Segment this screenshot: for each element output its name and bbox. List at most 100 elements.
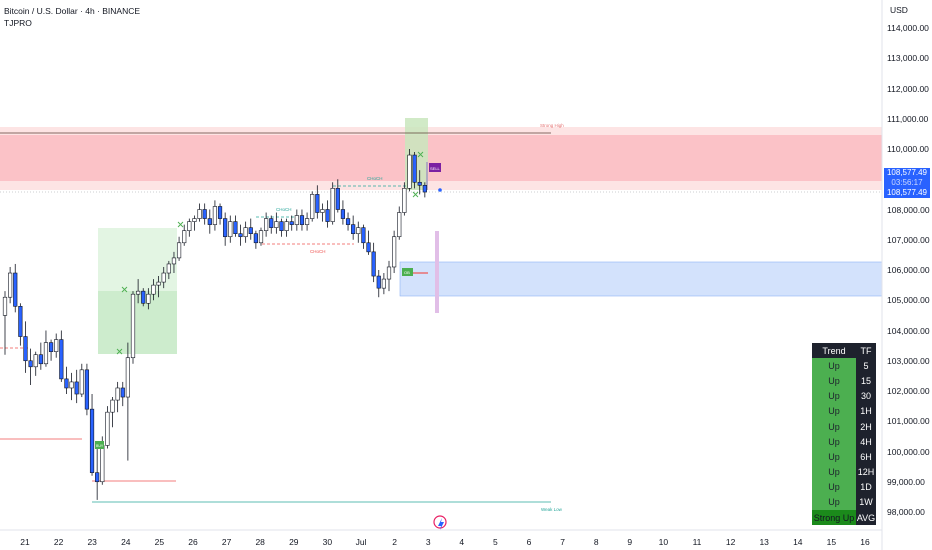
bear-candle [335, 188, 340, 210]
candles-group [2, 149, 427, 500]
trend-value: Up [812, 403, 856, 419]
price-tick: 106,000.00 [887, 265, 930, 275]
currency-label[interactable]: USD [890, 5, 908, 15]
replay-icon[interactable] [433, 515, 447, 530]
bear-candle [248, 227, 253, 234]
time-tick: Jul [355, 537, 367, 547]
bear-candle [13, 272, 18, 307]
bear-candle [279, 221, 284, 231]
price-tick: 111,000.00 [887, 113, 929, 124]
trend-row: Up 1D [812, 479, 876, 495]
bull-candle [407, 154, 412, 189]
ob-tag-label: OB [404, 270, 410, 275]
bull-candle [264, 218, 269, 231]
bull-candle [125, 357, 130, 398]
bull-candle [187, 221, 192, 231]
trend-avg-row: Strong Up AVG [812, 510, 876, 526]
timeframe-label: 2H [856, 418, 876, 435]
price-tick: 114,000.00 [887, 23, 929, 33]
time-tick: 11 [692, 537, 702, 547]
bull-candle [69, 381, 74, 389]
bear-candle [28, 360, 33, 368]
bear-candle [376, 275, 381, 289]
buy-tag-label: BUY [96, 444, 104, 448]
bull-candle [192, 218, 197, 222]
strong-high-label: Strong High [540, 123, 564, 128]
bull-candle [8, 272, 13, 298]
chart-header: Bitcoin / U.S. Dollar · 4h · BINANCE TJP… [4, 5, 140, 29]
bear-candle [84, 369, 90, 410]
price-tick: 107,000.00 [887, 234, 930, 245]
bull-candle [110, 399, 115, 413]
long-position-box [98, 291, 177, 354]
bull-candle [2, 296, 8, 316]
bear-candle [351, 224, 356, 234]
indicator-name[interactable]: TJPRO [4, 18, 32, 28]
time-tick: 8 [593, 537, 599, 547]
timeframe-label: 1D [856, 479, 876, 495]
time-tick: 28 [255, 537, 265, 547]
timeframe-label: 12H [856, 464, 876, 480]
price-tick: 105,000.00 [887, 295, 930, 306]
time-tick: 7 [560, 537, 565, 547]
price-tick: 99,000.00 [887, 476, 925, 487]
bear-candle [233, 221, 238, 235]
bear-candle [345, 218, 351, 225]
second-price: 108,577.49 [886, 188, 928, 197]
bull-candle [258, 230, 264, 244]
price-tick: 113,000.00 [887, 53, 929, 64]
bear-candle [371, 251, 376, 277]
bear-candle [325, 209, 330, 222]
timeframe-label: 30 [856, 388, 876, 404]
trend-row: Up 2H [812, 418, 876, 435]
avg-trend-value: Strong Up [812, 510, 856, 526]
bull-candle [212, 206, 218, 225]
bear-candle [217, 206, 223, 219]
trend-header: Trend [812, 343, 856, 359]
time-tick: 3 [425, 537, 431, 547]
bear-candle [23, 336, 28, 362]
bull-candle [171, 257, 177, 265]
trend-row: Up 15 [812, 373, 876, 389]
trend-table: Trend TF Up 5 Up 15 Up 30 Up 1H Up 2H Up 4H Up 6H Up 12… [812, 343, 876, 526]
bear-candle [89, 408, 95, 473]
time-tick: 29 [289, 537, 299, 547]
trend-value: Up [812, 388, 856, 404]
price-tick: 112,000.00 [887, 83, 929, 94]
trend-value: Up [812, 358, 856, 374]
last-price: 108,577.49 [886, 168, 928, 177]
time-tick: 21 [20, 537, 30, 547]
trend-value: Up [812, 464, 856, 480]
bull-candle [284, 221, 289, 231]
bear-candle [412, 154, 417, 183]
bear-candle [38, 354, 43, 365]
bear-candle [120, 387, 125, 398]
tf-header: TF [856, 343, 876, 359]
bear-candle [366, 242, 371, 253]
time-tick: 12 [725, 537, 736, 547]
trend-value: Up [812, 418, 856, 435]
symbol-title[interactable]: Bitcoin / U.S. Dollar · 4h · BINANCE [4, 6, 141, 16]
bull-candle [320, 209, 325, 213]
bull-candle [161, 272, 166, 283]
price-tick: 104,000.00 [887, 325, 930, 336]
bull-candle [130, 293, 136, 359]
bear-candle [95, 472, 100, 483]
last-price-tag: 108,577.49 03:56:17 [884, 168, 930, 188]
time-tick: 9 [627, 537, 633, 547]
second-price-tag: 108,577.49 [884, 188, 930, 198]
timeframe-label: 6H [856, 449, 876, 465]
timeframe-label: 1W [856, 494, 876, 511]
bull-candle [356, 227, 361, 234]
demand-zone [399, 261, 883, 297]
trend-value: Up [812, 434, 856, 450]
bull-candle [100, 445, 105, 483]
price-tick: 101,000.00 [887, 416, 930, 427]
time-tick: 25 [154, 537, 165, 547]
bull-candle [136, 290, 141, 295]
price-tick: 98,000.00 [887, 507, 925, 517]
trend-row: Up 30 [812, 388, 876, 404]
bull-candle [54, 339, 59, 352]
bull-candle [105, 411, 110, 446]
